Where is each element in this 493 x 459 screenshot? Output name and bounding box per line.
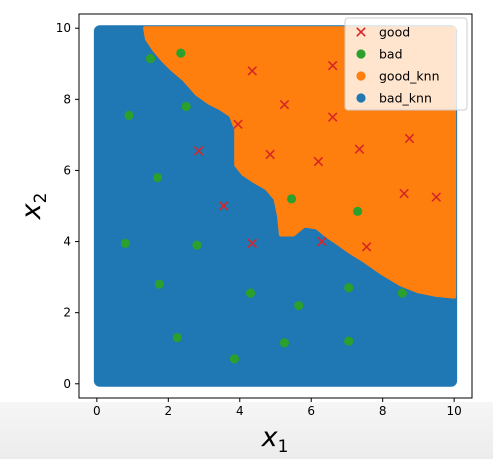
legend: good bad good_knn bad_knn	[344, 17, 468, 111]
bad-point-marker	[344, 283, 354, 293]
legend-dot-marker	[356, 93, 366, 103]
good-point-marker	[404, 133, 415, 144]
y-tick-label: 8	[63, 92, 71, 106]
good-point-marker	[399, 188, 409, 199]
good-point-marker	[233, 119, 243, 129]
x-tick-label: 0	[93, 404, 101, 418]
x-tick-label: 10	[446, 404, 461, 418]
good-point-marker	[317, 236, 327, 247]
x-tick-label: 2	[164, 404, 172, 418]
good-point-marker	[327, 60, 338, 71]
bad-point-marker	[124, 110, 134, 120]
good-point-marker	[265, 149, 275, 160]
bad-point-marker	[176, 48, 186, 58]
good-point-marker	[279, 99, 290, 110]
legend-label: good	[379, 25, 410, 40]
good-point-marker	[193, 146, 204, 156]
legend-entry-bad: bad	[356, 47, 403, 62]
x-tick-label: 4	[236, 404, 244, 418]
x-axis-label: x1	[261, 422, 289, 457]
y-tick-label: 6	[63, 163, 71, 177]
x-axis-label-main: x	[261, 422, 279, 453]
good-point-marker	[327, 112, 338, 122]
bad-point-marker	[279, 338, 290, 348]
good-point-marker	[218, 201, 229, 211]
bad-point-marker	[229, 354, 240, 364]
bad-point-marker	[397, 288, 407, 298]
bad-point-marker	[154, 279, 164, 289]
bad-point-marker	[294, 300, 304, 311]
bad-point-marker	[145, 53, 156, 64]
x-tick-label: 6	[307, 404, 315, 418]
y-axis-ticks: 0 2 4 6 8 10	[56, 21, 79, 391]
y-tick-label: 2	[63, 306, 71, 320]
bad-point-marker	[286, 194, 297, 204]
legend-label: bad	[379, 47, 403, 62]
legend-box	[344, 17, 468, 111]
legend-dot-marker	[356, 49, 366, 59]
y-axis-label: x2	[16, 193, 51, 221]
y-tick-label: 10	[56, 21, 71, 35]
x-axis-ticks: 0 2 4 6 8 10	[93, 398, 462, 418]
good-point-marker	[354, 144, 365, 154]
bad-point-marker	[192, 240, 202, 250]
good-point-marker	[247, 66, 258, 76]
legend-label: good_knn	[379, 69, 440, 84]
good-point-marker	[247, 238, 258, 249]
y-axis-label-sub: 2	[31, 193, 51, 204]
legend-entry-bad-knn: bad_knn	[356, 91, 432, 106]
plot-frame	[78, 13, 473, 399]
y-tick-label: 4	[63, 235, 71, 249]
legend-entry-good-knn: good_knn	[356, 69, 440, 84]
y-axis-label-main: x	[16, 202, 47, 220]
bad-point-marker	[344, 336, 354, 346]
x-tick-label: 8	[379, 404, 387, 418]
bad-point-marker	[172, 332, 182, 343]
legend-entry-good: good	[356, 25, 410, 40]
bad-point-marker	[181, 101, 191, 112]
good-point-marker	[313, 156, 324, 167]
bad-point-marker	[353, 206, 363, 216]
legend-label: bad_knn	[379, 91, 432, 106]
good-point-marker	[431, 192, 442, 202]
bad-point-marker	[153, 172, 163, 183]
good-point-marker	[361, 242, 372, 252]
bottom-background	[0, 402, 493, 459]
bad-point-marker	[245, 288, 256, 298]
legend-dot-marker	[356, 71, 366, 81]
data-points	[120, 48, 442, 364]
y-tick-label: 0	[63, 377, 71, 391]
bad-point-marker	[120, 238, 131, 248]
x-axis-label-sub: 1	[278, 437, 289, 457]
